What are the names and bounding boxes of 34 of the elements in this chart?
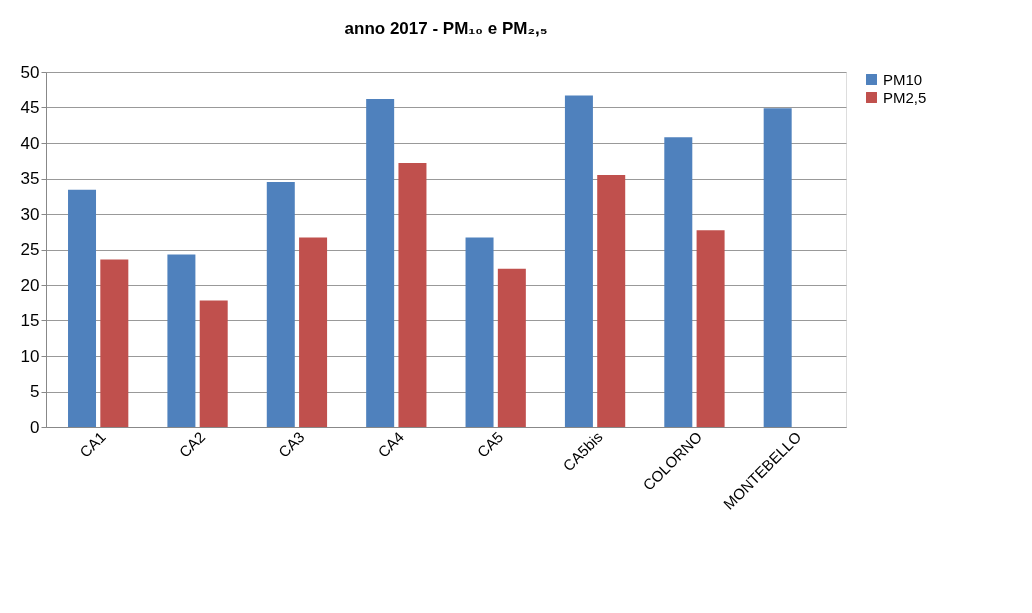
bar <box>366 98 395 427</box>
y-tick-label: 30 <box>20 204 40 224</box>
bar <box>696 230 725 427</box>
bar <box>68 189 97 427</box>
x-tick-label: CA3 <box>274 428 308 461</box>
bar <box>100 259 129 427</box>
bar <box>199 300 228 427</box>
bar <box>664 137 693 427</box>
y-tick-label: 25 <box>20 240 40 259</box>
bar <box>597 174 626 427</box>
y-tick-label: 35 <box>20 169 40 188</box>
bar <box>564 95 593 427</box>
bar <box>497 268 526 427</box>
x-tick-label: CA4 <box>374 428 407 461</box>
bar <box>465 237 494 427</box>
legend-label: PM10 <box>883 70 923 88</box>
y-tick-label: 15 <box>20 311 40 330</box>
bar <box>299 237 328 427</box>
bar <box>763 108 792 427</box>
y-tick-label: 50 <box>20 62 40 82</box>
y-tick-label: 0 <box>30 417 40 437</box>
bar <box>398 162 427 427</box>
y-tick-label: 45 <box>20 98 40 117</box>
y-tick-label: 10 <box>20 346 40 366</box>
chart-title: anno 2017 - PM₁₀ e PM₂,₅ <box>344 19 548 38</box>
x-tick-label: CA1 <box>76 428 109 461</box>
bar <box>167 254 196 427</box>
y-tick-label: 40 <box>20 133 40 153</box>
legend-label: PM2,5 <box>883 88 927 106</box>
x-tick-label: CA5 <box>473 428 507 461</box>
y-tick-label: 20 <box>20 275 40 295</box>
x-tick-label: CA2 <box>175 428 209 461</box>
y-tick-label: 5 <box>30 382 40 401</box>
bar <box>266 182 295 427</box>
